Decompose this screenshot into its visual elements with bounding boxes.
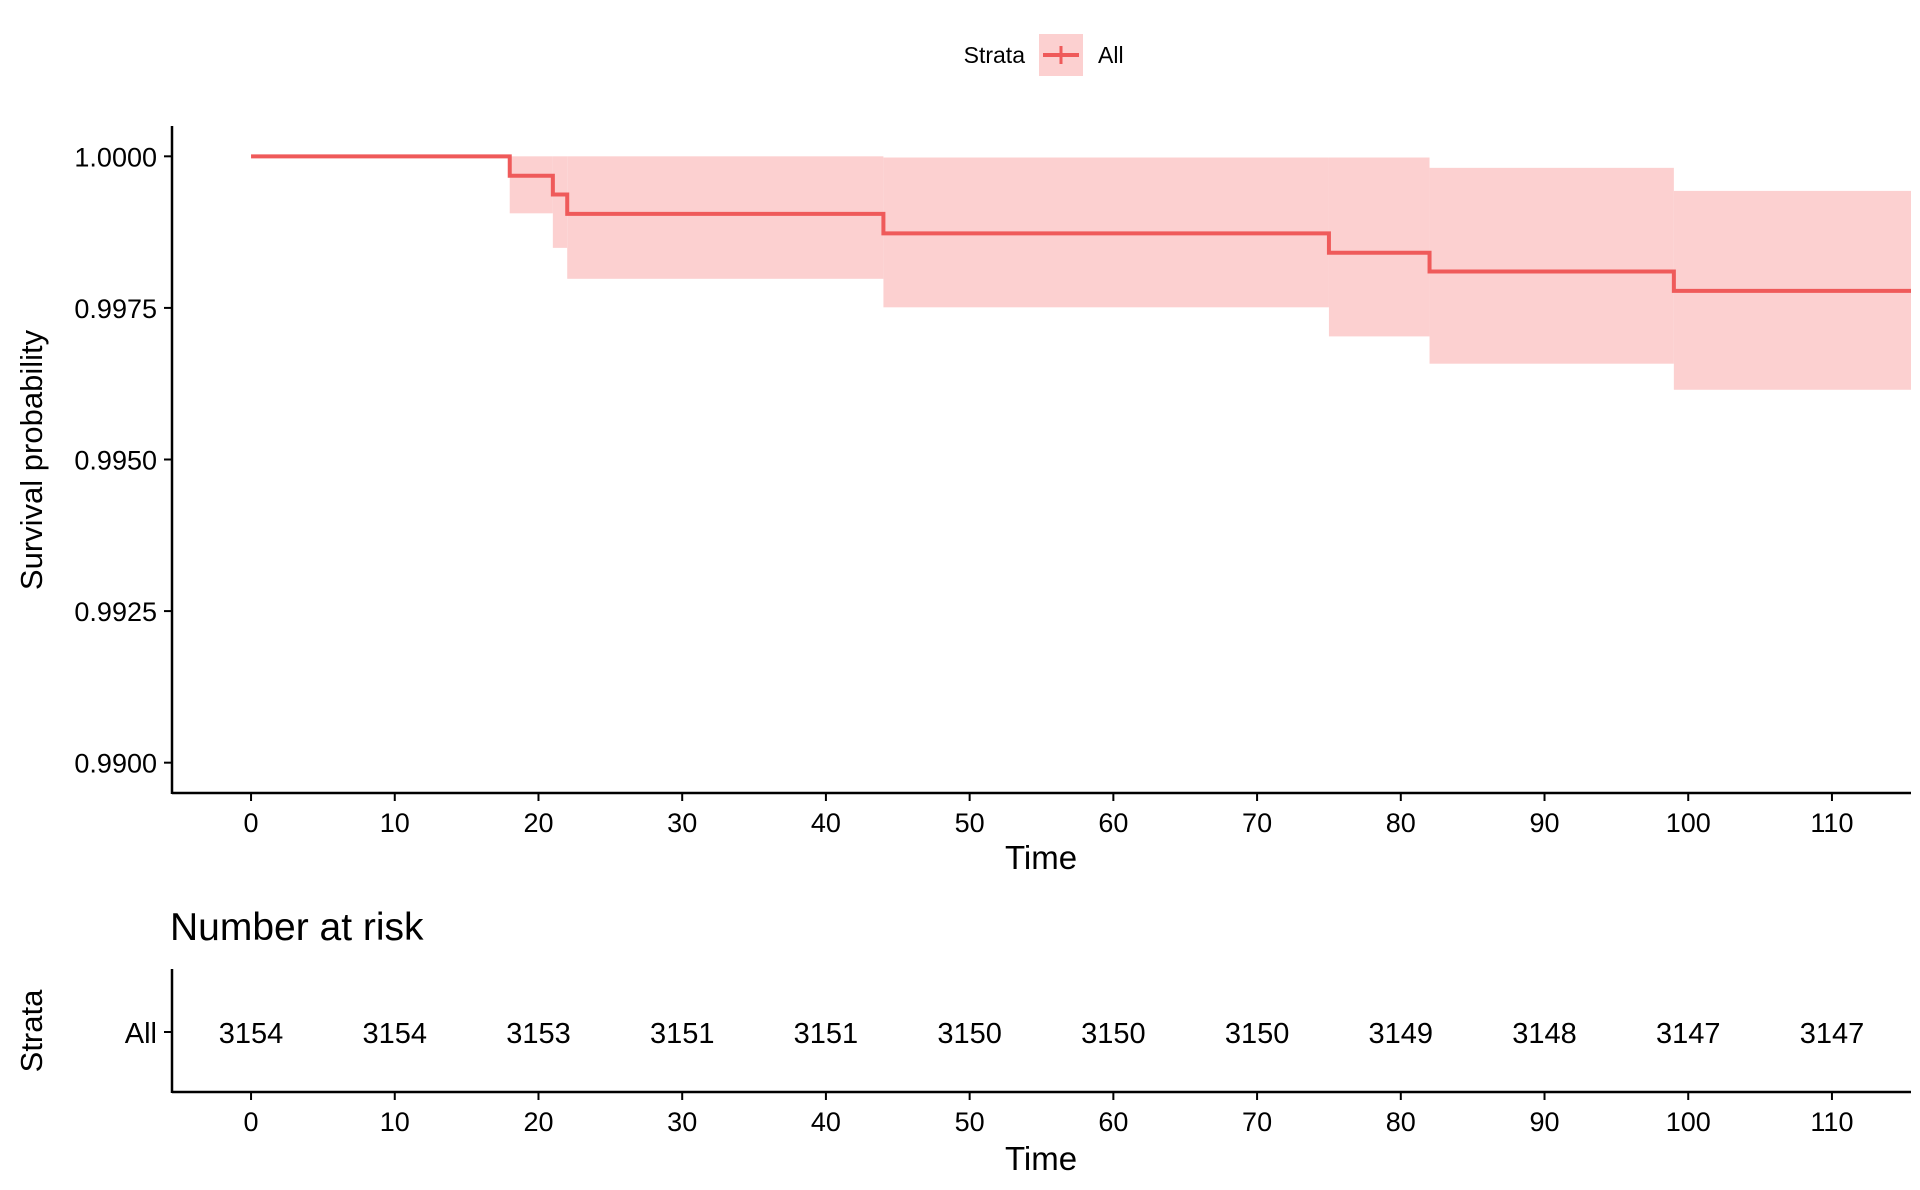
x-tick-label: 100	[1666, 808, 1711, 838]
confidence-band-step	[567, 156, 884, 279]
risk-x-tick-label: 10	[380, 1107, 410, 1137]
x-tick-label: 50	[955, 808, 985, 838]
risk-table-x-axis-label: Time	[1005, 1140, 1077, 1177]
y-ticks: 0.9900 0.9925 0.9950 0.9975 1.0000	[74, 142, 172, 779]
risk-x-tick-label: 50	[955, 1107, 985, 1137]
risk-value: 3150	[937, 1018, 1002, 1050]
risk-value: 3150	[1225, 1018, 1290, 1050]
legend-title: Strata	[964, 42, 1026, 68]
risk-table-row-label-all: All	[125, 1018, 157, 1050]
risk-x-tick-label: 0	[244, 1107, 259, 1137]
survival-curve-all	[251, 154, 1911, 293]
risk-value: 3148	[1512, 1018, 1577, 1050]
confidence-band-layer	[509, 156, 1911, 390]
risk-table-values: 3154 3154 3153 3151 3151 3150 3150 3150 3149 3148…	[219, 1018, 1864, 1050]
survival-plot: 0.9900 0.9925 0.9950 0.9975 1.0000 0 10 20 30 40…	[14, 126, 1911, 876]
x-tick-label: 60	[1098, 808, 1128, 838]
confidence-band-step	[552, 156, 568, 248]
confidence-band-step	[1429, 167, 1674, 364]
y-tick-label: 1.0000	[74, 142, 157, 172]
x-tick-label: 0	[244, 808, 259, 838]
risk-value: 3153	[506, 1018, 571, 1050]
risk-value: 3154	[363, 1018, 428, 1050]
legend: Strata All	[964, 34, 1124, 76]
x-tick-label: 10	[380, 808, 410, 838]
x-ticks: 0 10 20 30 40 50 60 70 80 90 100 110	[244, 793, 1853, 838]
x-axis-label: Time	[1005, 839, 1077, 876]
x-tick-label: 80	[1386, 808, 1416, 838]
risk-table: Number at risk All 3154 3154 3153 3151 3151 3…	[14, 906, 1911, 1177]
risk-x-tick-label: 70	[1242, 1107, 1272, 1137]
y-axis-label: Survival probability	[14, 329, 49, 590]
x-tick-label: 20	[523, 808, 553, 838]
risk-value: 3149	[1369, 1018, 1434, 1050]
risk-value: 3147	[1656, 1018, 1721, 1050]
risk-value: 3151	[794, 1018, 859, 1050]
risk-table-title: Number at risk	[170, 906, 424, 949]
x-tick-label: 70	[1242, 808, 1272, 838]
confidence-band-step	[509, 156, 553, 214]
risk-value: 3147	[1800, 1018, 1865, 1050]
risk-table-x-ticks: 0 10 20 30 40 50 60 70 80 90 100 110	[244, 1092, 1853, 1137]
y-tick-label: 0.9975	[74, 294, 157, 324]
risk-x-tick-label: 40	[811, 1107, 841, 1137]
risk-value: 3151	[650, 1018, 715, 1050]
risk-value: 3154	[219, 1018, 284, 1050]
x-tick-label: 90	[1529, 808, 1559, 838]
risk-x-tick-label: 30	[667, 1107, 697, 1137]
risk-x-tick-label: 60	[1098, 1107, 1128, 1137]
risk-value: 3150	[1081, 1018, 1146, 1050]
risk-x-tick-label: 20	[523, 1107, 553, 1137]
legend-label-all: All	[1098, 42, 1124, 68]
x-tick-label: 30	[667, 808, 697, 838]
y-tick-label: 0.9900	[74, 749, 157, 779]
x-tick-label: 110	[1810, 808, 1853, 838]
risk-x-tick-label: 80	[1386, 1107, 1416, 1137]
risk-x-tick-label: 110	[1810, 1107, 1853, 1137]
risk-table-y-axis-label: Strata	[14, 989, 49, 1072]
y-tick-label: 0.9950	[74, 446, 157, 476]
y-tick-label: 0.9925	[74, 597, 157, 627]
x-tick-label: 40	[811, 808, 841, 838]
confidence-band-step	[1328, 157, 1430, 337]
risk-x-tick-label: 90	[1529, 1107, 1559, 1137]
risk-x-tick-label: 100	[1666, 1107, 1711, 1137]
